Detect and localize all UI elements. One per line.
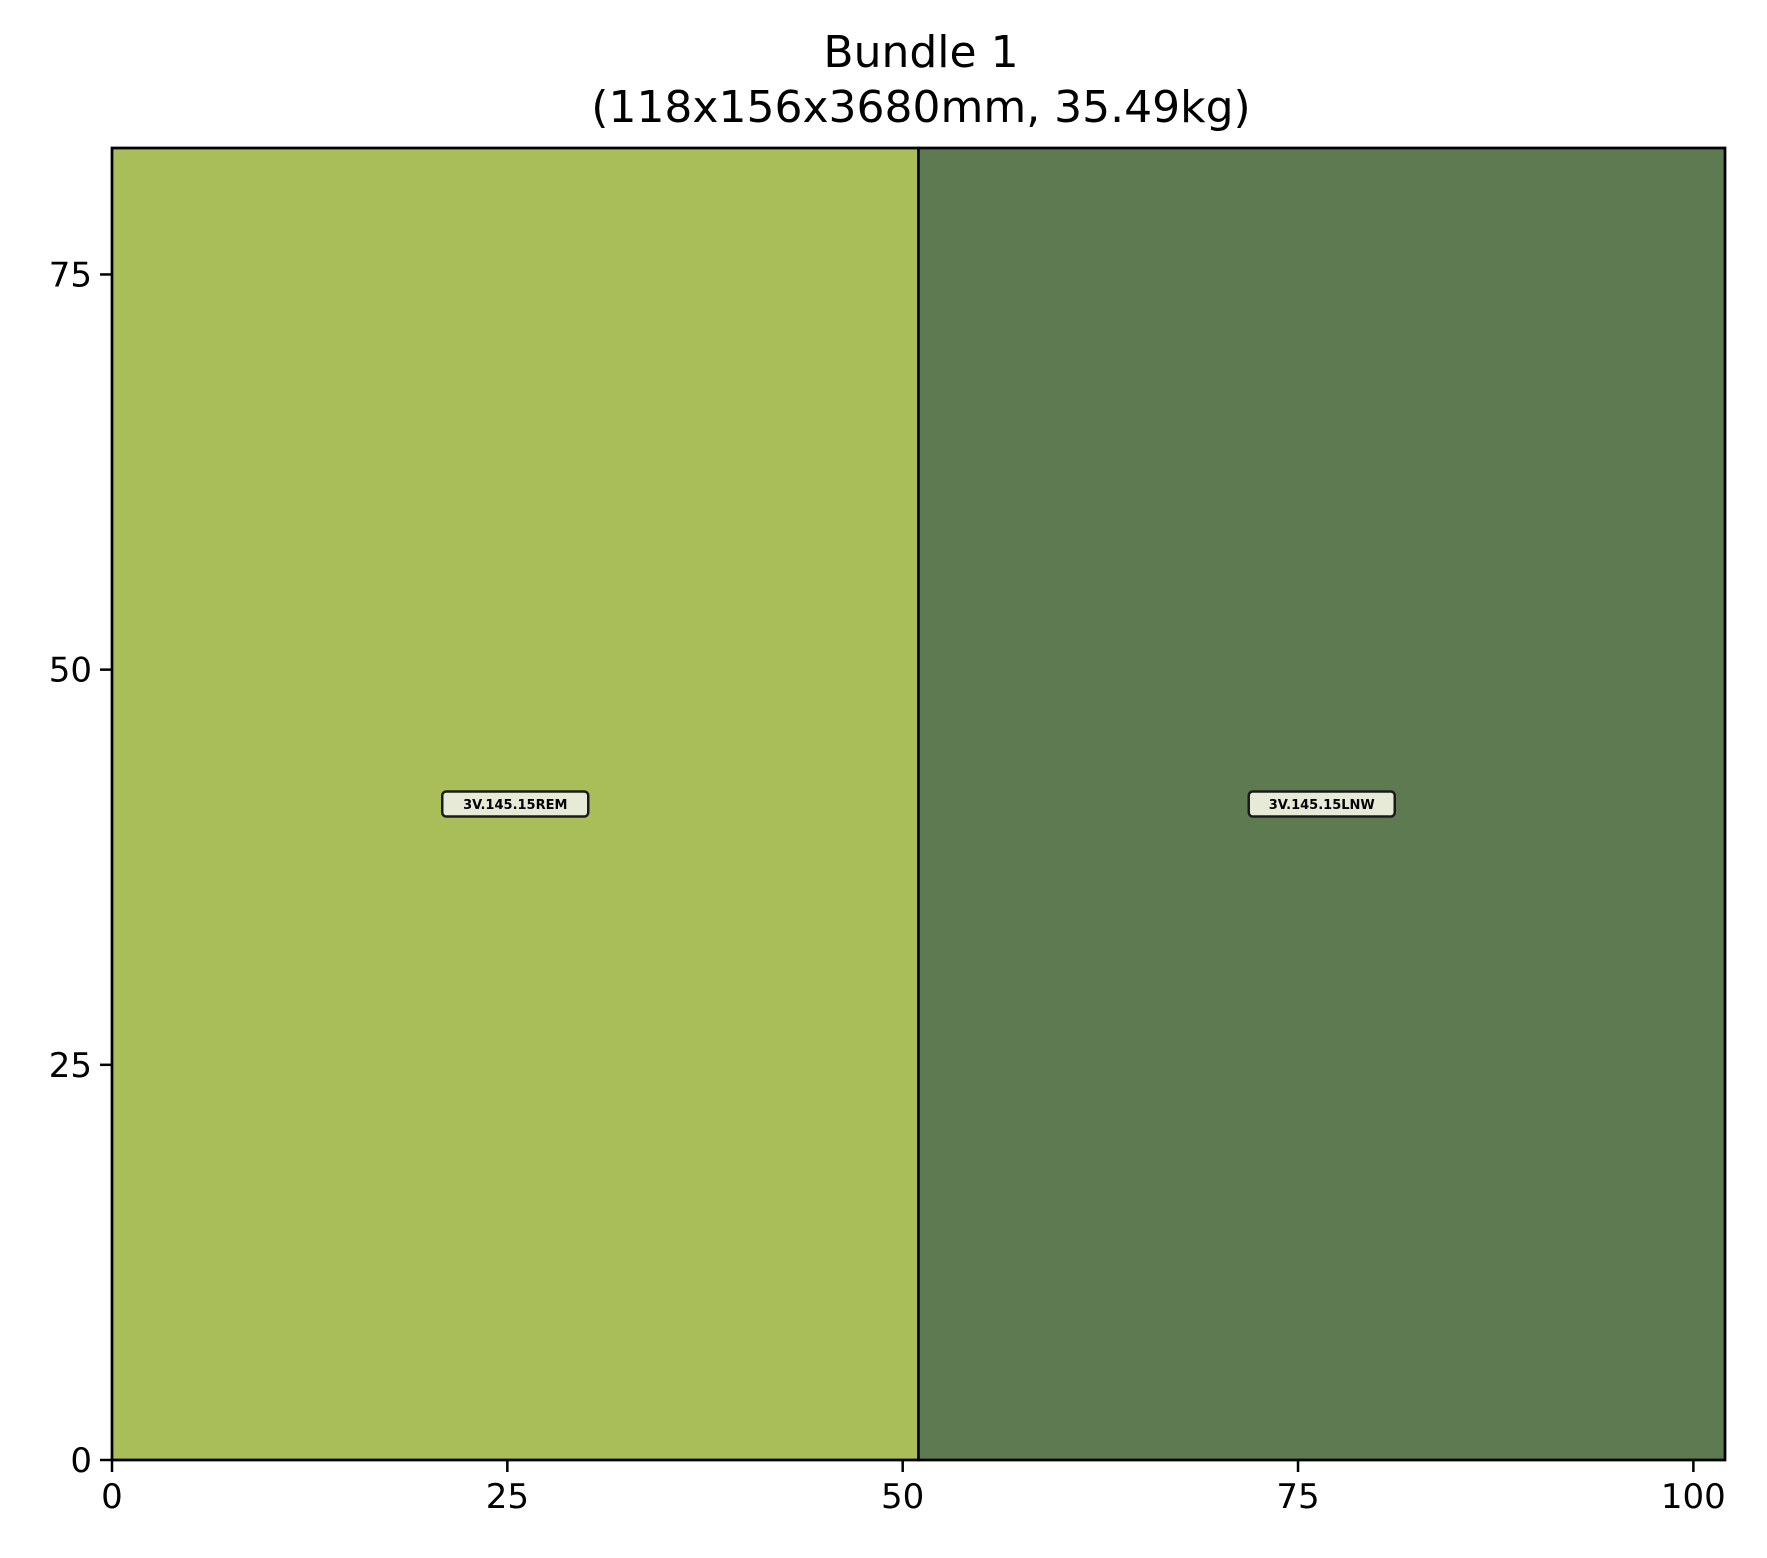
piece-label-box (441, 790, 590, 818)
piece-label-text: 3V.145.15LNW (1269, 798, 1375, 813)
x-tick-label: 75 (1276, 1477, 1319, 1517)
chart-title: Bundle 1 (823, 27, 1018, 78)
x-tick-label: 0 (101, 1477, 123, 1517)
piece-label-box (1247, 790, 1396, 818)
pieces-layer (110, 146, 1727, 1462)
piece-labels-layer: 3V.145.15REM 3V.145.15LNW (441, 790, 1396, 818)
axes-frame (110, 146, 1727, 1462)
y-tick-label: 50 (49, 651, 92, 691)
piece-label-1: 3V.145.15REM (441, 790, 590, 818)
y-tick-label: 75 (49, 255, 92, 295)
x-tick-label: 25 (486, 1477, 529, 1517)
axes-layer: 0 25 50 75 100 0 25 50 75 (49, 146, 1727, 1517)
x-tick-label: 50 (881, 1477, 924, 1517)
y-tick-label: 0 (70, 1441, 92, 1481)
piece-label-text: 3V.145.15REM (463, 798, 567, 813)
piece-label-2: 3V.145.15LNW (1247, 790, 1396, 818)
y-tick-label: 25 (49, 1046, 92, 1086)
chart-subtitle: (118x156x3680mm, 35.49kg) (591, 82, 1250, 133)
x-tick-label: 100 (1661, 1477, 1726, 1517)
